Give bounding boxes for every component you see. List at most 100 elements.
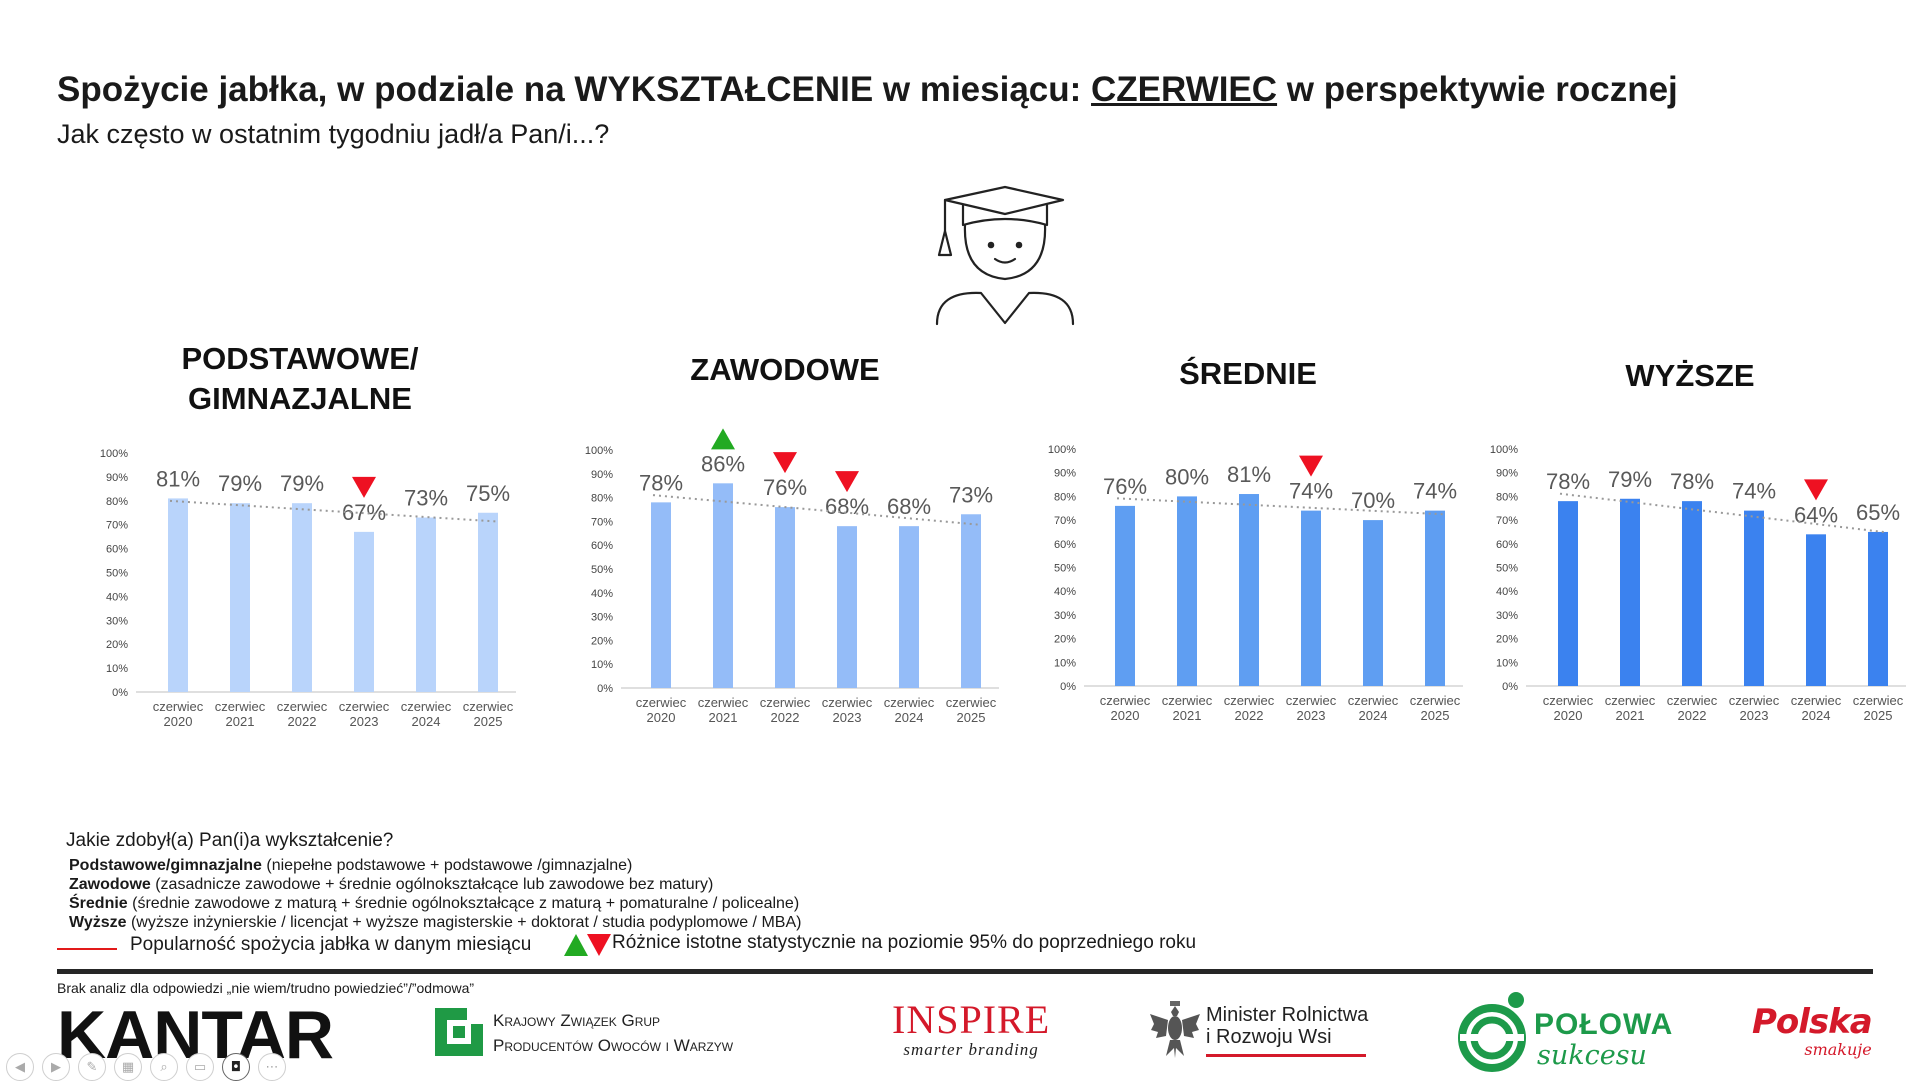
y-tick-label: 30%: [1496, 610, 1518, 622]
bar: [416, 517, 436, 692]
bar: [837, 526, 857, 688]
x-tick-label: 2020: [1554, 708, 1583, 723]
y-tick-label: 0%: [1060, 681, 1076, 693]
x-tick-label: czerwiec: [1729, 693, 1780, 708]
x-tick-label: czerwiec: [277, 699, 328, 714]
x-tick-label: czerwiec: [1162, 693, 1213, 708]
y-tick-label: 100%: [100, 448, 128, 460]
x-tick-label: czerwiec: [946, 695, 997, 710]
definition-wyzsze: Wyższe (wyższe inżynierskie / licencjat …: [69, 914, 802, 931]
eagle-emblem-icon: [1150, 1001, 1200, 1058]
pen-button[interactable]: ✎: [78, 1053, 106, 1081]
legend-question: Jakie zdobył(a) Pan(i)a wykształcenie?: [66, 830, 394, 851]
polska-line1: Polska: [1752, 1002, 1873, 1042]
x-tick-label: 2020: [164, 714, 193, 729]
data-label: 67%: [342, 500, 386, 525]
x-tick-label: czerwiec: [884, 695, 935, 710]
y-tick-label: 10%: [591, 659, 613, 671]
triangle-up-icon: [711, 428, 735, 450]
polowa-sukcesu-logo: POŁOWA sukcesu: [1452, 990, 1672, 1077]
data-label: 74%: [1289, 479, 1333, 504]
x-tick-label: czerwiec: [215, 699, 266, 714]
x-tick-label: 2020: [1111, 708, 1140, 723]
data-label: 86%: [701, 451, 745, 476]
inspire-logo: INSPIRE smarter branding: [892, 1000, 1050, 1060]
y-tick-label: 70%: [1054, 515, 1076, 527]
x-tick-label: 2024: [1802, 708, 1831, 723]
polowa-line1: POŁOWA: [1534, 1008, 1674, 1041]
bar: [713, 483, 733, 688]
definition-podstawowe: Podstawowe/gimnazjalne (niepełne podstaw…: [69, 857, 633, 874]
x-tick-label: 2023: [1297, 708, 1326, 723]
y-tick-label: 90%: [591, 469, 613, 481]
triangle-down-icon: [587, 934, 611, 956]
bar: [899, 526, 919, 688]
y-tick-label: 50%: [1496, 563, 1518, 575]
page-title: Spożycie jabłka, w podziale na WYKSZTAŁC…: [57, 70, 1678, 109]
y-tick-label: 10%: [1496, 657, 1518, 669]
polowa-line2: sukcesu: [1537, 1040, 1647, 1071]
inspire-sub: smarter branding: [903, 1040, 1039, 1059]
x-tick-label: 2022: [771, 710, 800, 725]
x-tick-label: czerwiec: [401, 699, 452, 714]
data-label: 74%: [1413, 479, 1457, 504]
data-label: 70%: [1351, 488, 1395, 513]
bar: [478, 512, 498, 692]
y-tick-label: 90%: [1496, 468, 1518, 480]
data-label: 65%: [1856, 500, 1900, 525]
data-label: 79%: [1608, 467, 1652, 492]
prev-slide-button[interactable]: ◀: [6, 1053, 34, 1081]
chart-panel-podstawowe: PODSTAWOWE/ GIMNAZJALNE 0% 10% 20% 30% 40% 50…: [80, 335, 520, 755]
y-tick-label: 50%: [591, 564, 613, 576]
apple-half-icon: [1458, 992, 1526, 1072]
y-tick-label: 0%: [112, 687, 128, 699]
y-tick-label: 30%: [1054, 610, 1076, 622]
bar: [651, 502, 671, 688]
data-label: 75%: [466, 481, 510, 506]
y-tick-label: 0%: [597, 683, 613, 695]
triangle-down-icon: [352, 476, 376, 498]
x-tick-label: czerwiec: [822, 695, 873, 710]
zoom-button[interactable]: ⌕: [150, 1053, 178, 1081]
chart-title: PODSTAWOWE/ GIMNAZJALNE: [181, 341, 419, 416]
x-tick-label: 2020: [647, 710, 676, 725]
x-tick-label: 2021: [1173, 708, 1202, 723]
kzg-line1: Krajowy Związek Grup: [493, 1011, 661, 1030]
camera-button[interactable]: ◘: [222, 1053, 250, 1081]
y-tick-label: 20%: [1496, 634, 1518, 646]
chart-wyzsze: 0% 10% 20% 30% 40% 50% 60% 70% 80% 90% 100% 78% czer…: [1490, 444, 1906, 723]
x-tick-label: 2021: [709, 710, 738, 725]
polska-smakuje-logo: Polska smakuje: [1752, 1002, 1873, 1059]
x-tick-label: 2024: [1359, 708, 1388, 723]
next-slide-button[interactable]: ▶: [42, 1053, 70, 1081]
triangle-up-icon: [564, 934, 588, 956]
y-tick-label: 80%: [106, 496, 128, 508]
y-tick-label: 20%: [591, 635, 613, 647]
slides-button[interactable]: ▦: [114, 1053, 142, 1081]
more-button[interactable]: ⋯: [258, 1053, 286, 1081]
bar: [1425, 510, 1445, 686]
x-tick-label: 2023: [1740, 708, 1769, 723]
bar: [1868, 531, 1888, 686]
chart-title: ŚREDNIE: [1179, 356, 1317, 391]
bar: [168, 498, 188, 692]
data-label: 78%: [1546, 469, 1590, 494]
bar: [230, 503, 250, 692]
trend-line: [169, 499, 497, 523]
y-tick-label: 50%: [106, 568, 128, 580]
y-tick-label: 40%: [591, 588, 613, 600]
data-label: 78%: [639, 470, 683, 495]
x-tick-label: czerwiec: [339, 699, 390, 714]
y-tick-label: 20%: [106, 639, 128, 651]
data-label: 74%: [1732, 479, 1776, 504]
data-label: 81%: [156, 466, 200, 491]
bar: [1363, 520, 1383, 686]
x-tick-label: 2022: [1678, 708, 1707, 723]
bar: [1558, 501, 1578, 686]
y-tick-label: 30%: [106, 615, 128, 627]
y-tick-label: 90%: [106, 472, 128, 484]
bar: [1682, 501, 1702, 686]
y-tick-label: 70%: [106, 520, 128, 532]
subtitles-button[interactable]: ▭: [186, 1053, 214, 1081]
ministry-line2: i Rozwoju Wsi: [1206, 1026, 1332, 1048]
